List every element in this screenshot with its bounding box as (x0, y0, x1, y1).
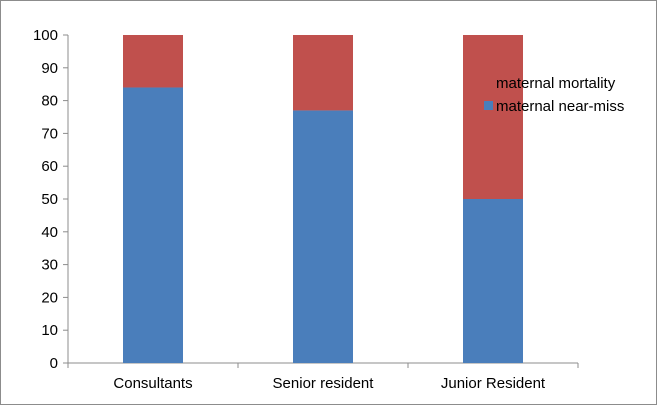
y-tick-label: 50 (41, 191, 58, 208)
y-tick-label: 40 (41, 224, 58, 241)
y-tick-label: 60 (41, 158, 58, 175)
legend-label: maternal mortality (496, 75, 616, 92)
bar-maternal-near-miss (123, 87, 183, 363)
bar-maternal-near-miss (293, 110, 353, 363)
bar-maternal-mortality (293, 35, 353, 111)
x-tick-label: Consultants (113, 375, 192, 392)
y-tick-label: 30 (41, 257, 58, 274)
x-tick-label: Senior resident (273, 375, 375, 392)
legend-swatch (484, 101, 493, 110)
y-tick-label: 100 (33, 27, 58, 44)
y-tick-label: 90 (41, 60, 58, 77)
y-tick-label: 0 (50, 355, 58, 372)
y-tick-label: 70 (41, 125, 58, 142)
x-tick-label: Junior Resident (441, 375, 546, 392)
axes: 0 10 20 30 40 50 60 70 80 90 100 Consultants Senior … (33, 27, 579, 392)
bar-maternal-near-miss (463, 199, 523, 363)
legend-swatch (484, 78, 493, 87)
legend-label: maternal near-miss (496, 98, 624, 115)
bars (123, 35, 523, 363)
y-tick-label: 80 (41, 93, 58, 110)
bar-maternal-mortality (463, 35, 523, 199)
bar-maternal-mortality (123, 35, 183, 88)
y-tick-label: 20 (41, 289, 58, 306)
y-tick-label: 10 (41, 322, 58, 339)
legend: maternal mortality maternal near-miss (484, 75, 624, 115)
